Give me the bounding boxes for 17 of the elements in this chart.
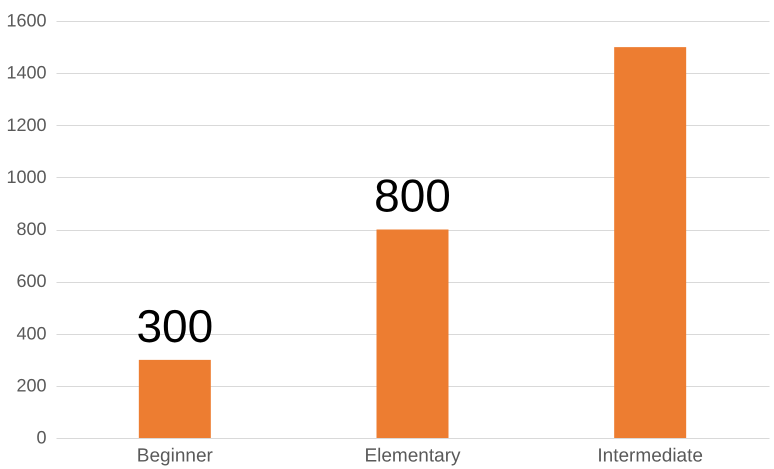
y-tick-label: 600 xyxy=(16,271,46,292)
y-tick-label: 1200 xyxy=(6,114,46,135)
bar xyxy=(138,360,211,438)
x-tick-label: Intermediate xyxy=(597,446,703,466)
x-tick-label: Beginner xyxy=(136,446,214,466)
y-tick-label: 1600 xyxy=(6,10,46,30)
y-tick-label: 400 xyxy=(16,323,46,344)
y-tick-label: 1400 xyxy=(6,62,46,83)
y-tick-label: 800 xyxy=(16,219,46,239)
y-tick-label: 0 xyxy=(36,428,46,448)
y-tick-label: 1000 xyxy=(6,166,46,187)
data-label: 800 xyxy=(374,170,451,222)
x-tick-label: Elementary xyxy=(364,446,462,466)
bar xyxy=(376,230,448,438)
data-label: 300 xyxy=(136,300,214,352)
y-tick-label: 200 xyxy=(16,375,46,396)
bar xyxy=(614,47,686,438)
